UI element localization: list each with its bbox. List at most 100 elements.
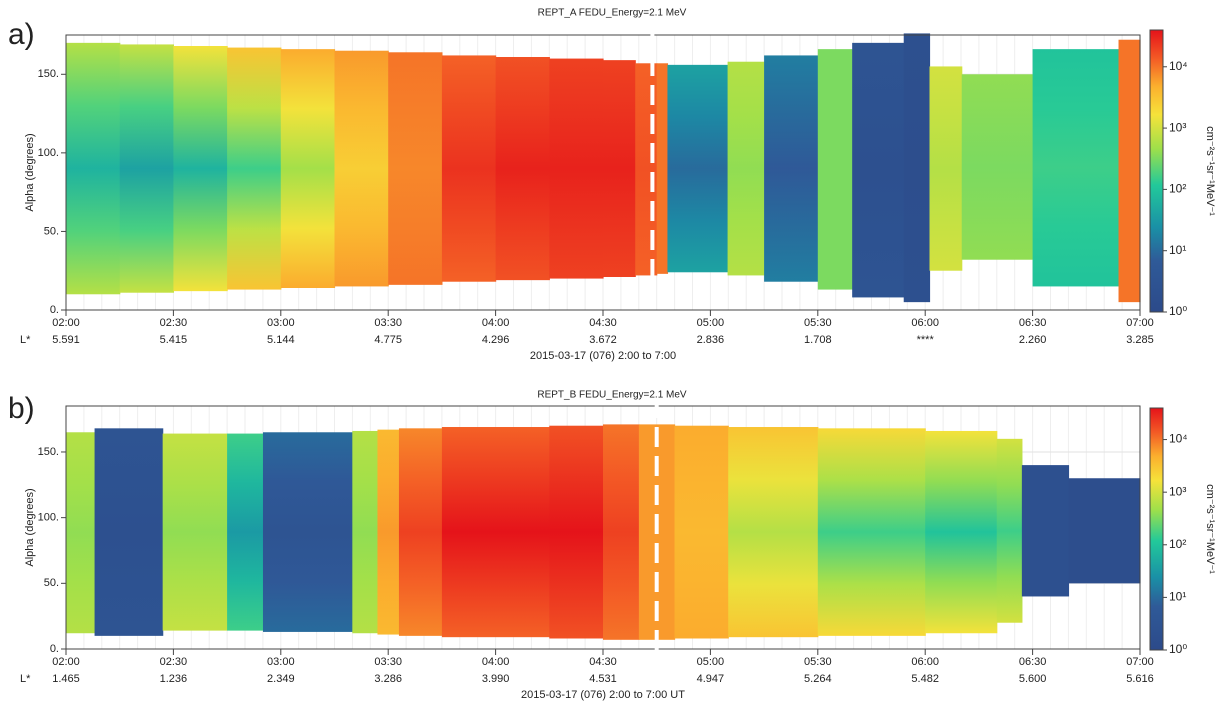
lstar-label: 3.990 bbox=[482, 673, 510, 685]
flux-column bbox=[603, 60, 636, 278]
flux-column bbox=[727, 61, 765, 276]
flux-column bbox=[66, 432, 96, 634]
secondary-axis-label: L* bbox=[20, 673, 31, 685]
y-tick-label: 150. bbox=[38, 446, 59, 458]
y-tick-label: 100. bbox=[38, 512, 59, 524]
flux-column bbox=[903, 33, 931, 303]
lstar-label: 5.415 bbox=[160, 334, 188, 346]
flux-column bbox=[656, 63, 669, 274]
flux-column bbox=[227, 433, 264, 631]
flux-column bbox=[603, 424, 640, 640]
x-tick-label: 02:00 bbox=[52, 656, 80, 668]
flux-column bbox=[728, 427, 819, 638]
lstar-label: 4.947 bbox=[697, 673, 725, 685]
lstar-label: 5.600 bbox=[1019, 673, 1047, 685]
flux-column bbox=[667, 64, 729, 273]
colorbar-tick-label: 10⁰ bbox=[1169, 304, 1187, 318]
x-tick-label: 02:30 bbox=[160, 317, 188, 329]
colorbar-label: cm⁻²s⁻¹sr⁻¹MeV⁻¹ bbox=[1204, 484, 1216, 574]
x-tick-label: 03:00 bbox=[267, 317, 295, 329]
x-tick-label: 06:00 bbox=[911, 656, 939, 668]
lstar-label: 5.144 bbox=[267, 334, 295, 346]
colorbar bbox=[1149, 29, 1164, 313]
flux-column bbox=[227, 47, 282, 290]
flux-column bbox=[929, 66, 963, 271]
lstar-label: 3.672 bbox=[589, 334, 617, 346]
flux-column bbox=[280, 49, 336, 289]
x-tick-label: 04:30 bbox=[589, 317, 617, 329]
x-tick-label: 03:00 bbox=[267, 656, 295, 668]
flux-column bbox=[1021, 465, 1070, 597]
x-tick-label: 07:00 bbox=[1126, 656, 1154, 668]
flux-column bbox=[66, 42, 121, 295]
flux-column bbox=[119, 44, 174, 293]
lstar-label: 5.616 bbox=[1126, 673, 1154, 685]
colorbar-label: cm⁻²s⁻¹sr⁻¹MeV⁻¹ bbox=[1204, 126, 1216, 216]
lstar-label: 2.836 bbox=[697, 334, 725, 346]
lstar-label: 5.264 bbox=[804, 673, 832, 685]
x-tick-label: 05:30 bbox=[804, 317, 832, 329]
lstar-label: 1.236 bbox=[160, 673, 188, 685]
chart-title: REPT_A FEDU_Energy=2.1 MeV bbox=[538, 8, 687, 19]
y-tick-label: 0. bbox=[50, 643, 59, 655]
lstar-label: 4.775 bbox=[374, 334, 402, 346]
flux-column bbox=[398, 428, 443, 636]
flux-column bbox=[817, 428, 926, 636]
colorbar-tick-label: 10⁴ bbox=[1169, 432, 1188, 446]
x-tick-label: 04:00 bbox=[482, 317, 510, 329]
lstar-label: 1.708 bbox=[804, 334, 832, 346]
secondary-axis-label: L* bbox=[20, 334, 31, 346]
colorbar-tick-label: 10³ bbox=[1169, 120, 1186, 134]
flux-column bbox=[925, 430, 998, 634]
flux-column bbox=[495, 57, 550, 281]
flux-column bbox=[441, 427, 550, 638]
flux-column bbox=[173, 46, 228, 292]
chart-title: REPT_B FEDU_Energy=2.1 MeV bbox=[537, 390, 687, 401]
flux-column bbox=[388, 52, 443, 285]
flux-column bbox=[1068, 478, 1141, 584]
lstar-label: 5.482 bbox=[911, 673, 939, 685]
y-tick-label: 50. bbox=[44, 577, 59, 589]
y-tick-label: 0. bbox=[50, 304, 59, 316]
lstar-label: 4.531 bbox=[589, 673, 617, 685]
colorbar-tick-label: 10⁰ bbox=[1169, 642, 1187, 656]
colorbar-tick-label: 10³ bbox=[1169, 484, 1186, 498]
flux-column bbox=[961, 74, 1034, 260]
colorbar-tick-label: 10⁴ bbox=[1169, 59, 1188, 73]
flux-column bbox=[1118, 39, 1141, 303]
flux-column bbox=[262, 432, 353, 632]
lstar-label: 3.285 bbox=[1126, 334, 1154, 346]
flux-column bbox=[334, 50, 389, 287]
colorbar-tick-label: 10¹ bbox=[1169, 590, 1186, 604]
lstar-label: 4.296 bbox=[482, 334, 510, 346]
x-tick-label: 04:30 bbox=[589, 656, 617, 668]
flux-column bbox=[996, 438, 1023, 623]
x-tick-label: 03:30 bbox=[374, 317, 402, 329]
flux-column bbox=[352, 430, 379, 634]
flux-column bbox=[852, 42, 905, 298]
flux-column bbox=[1032, 49, 1120, 287]
lstar-label: 2.349 bbox=[267, 673, 295, 685]
x-axis-label: 2015-03-17 (076) 2:00 to 7:00 bbox=[530, 350, 676, 362]
lstar-label: 2.260 bbox=[1019, 334, 1047, 346]
x-tick-label: 07:00 bbox=[1126, 317, 1154, 329]
y-axis-label: Alpha (degrees) bbox=[24, 133, 36, 211]
flux-column bbox=[162, 433, 228, 631]
colorbar-tick-label: 10² bbox=[1169, 537, 1186, 551]
x-tick-label: 02:00 bbox=[52, 317, 80, 329]
panel-label: a) bbox=[8, 18, 35, 51]
x-tick-label: 04:00 bbox=[482, 656, 510, 668]
x-tick-label: 06:00 bbox=[911, 317, 939, 329]
x-tick-label: 03:30 bbox=[374, 656, 402, 668]
flux-column bbox=[377, 429, 400, 635]
lstar-label: 1.465 bbox=[52, 673, 80, 685]
flux-column bbox=[817, 49, 853, 290]
lstar-label: 5.591 bbox=[52, 334, 80, 346]
flux-column bbox=[764, 55, 819, 282]
y-tick-label: 100. bbox=[38, 147, 59, 159]
x-tick-label: 05:00 bbox=[697, 317, 725, 329]
x-tick-label: 06:30 bbox=[1019, 656, 1047, 668]
colorbar bbox=[1149, 407, 1164, 651]
lstar-label: **** bbox=[917, 334, 935, 346]
